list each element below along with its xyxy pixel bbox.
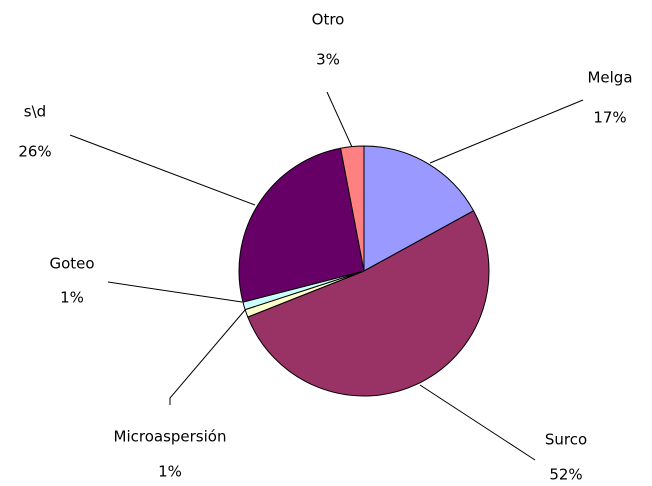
slice-value-label: 3% bbox=[316, 51, 340, 69]
pie-slice bbox=[363, 145, 475, 272]
leader-line bbox=[69, 134, 256, 206]
slice-label: Surco bbox=[545, 431, 587, 449]
slice-value-label: 1% bbox=[60, 289, 84, 307]
slice-label: Microaspersión bbox=[114, 428, 227, 446]
slice-value-label: 52% bbox=[549, 466, 582, 484]
slice-label: Melga bbox=[587, 69, 632, 87]
leader-line bbox=[429, 99, 584, 164]
leader-line bbox=[419, 384, 536, 461]
pie-slice bbox=[247, 210, 490, 397]
leader-lines bbox=[69, 91, 584, 461]
leader-line bbox=[169, 309, 246, 405]
pie-slice bbox=[339, 145, 365, 272]
slice-label: s\d bbox=[24, 103, 46, 121]
slice-value-label: 1% bbox=[158, 463, 182, 481]
leader-line bbox=[107, 281, 243, 303]
slice-label: Otro bbox=[312, 11, 345, 29]
leader-line bbox=[326, 91, 353, 148]
pie-slice bbox=[238, 147, 365, 303]
slice-value-label: 17% bbox=[593, 109, 626, 127]
slice-label: Goteo bbox=[49, 255, 94, 273]
slice-value-label: 26% bbox=[18, 143, 51, 161]
